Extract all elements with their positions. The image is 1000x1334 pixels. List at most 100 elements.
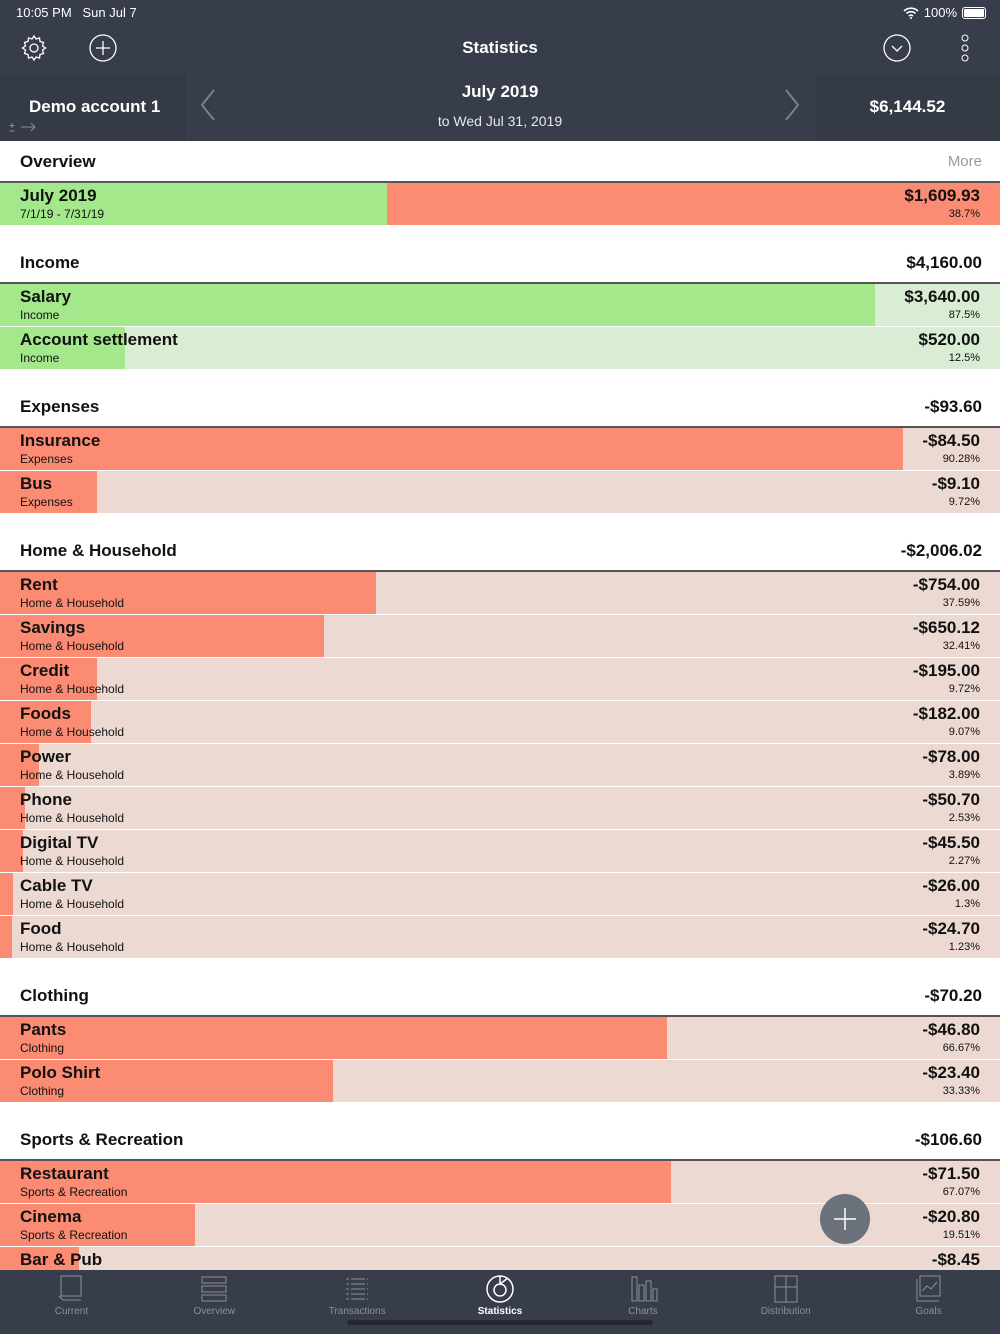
- item-amount: -$754.00: [912, 575, 980, 594]
- item-name: Salary: [20, 287, 72, 306]
- tab-label: Distribution: [760, 1306, 811, 1317]
- item-name: Pants: [20, 1020, 67, 1039]
- item-category: Home & Household: [20, 854, 125, 868]
- list-item[interactable]: Restaurant Sports & Recreation -$71.50 6…: [0, 1161, 1000, 1204]
- item-category: Home & Household: [20, 725, 125, 739]
- list-item[interactable]: Savings Home & Household -$650.12 32.41%: [0, 615, 1000, 658]
- item-amount: -$23.40: [922, 1063, 980, 1082]
- item-amount: -$71.50: [922, 1164, 980, 1183]
- list-item[interactable]: Salary Income $3,640.00 87.5%: [0, 284, 1000, 327]
- item-name: Digital TV: [20, 833, 99, 852]
- section-header: Sports & Recreation -$106.60: [0, 1103, 1000, 1161]
- item-category: Income: [20, 308, 60, 322]
- chevron-down-circle-icon[interactable]: [882, 33, 912, 63]
- item-category: Home & Household: [20, 811, 125, 825]
- list-item[interactable]: Bar & Pub Sports & Recreation -$8.45 7.9…: [0, 1247, 1000, 1270]
- proportion-bar: [0, 471, 98, 513]
- top-bar: 10:05 PM Sun Jul 7 100% Statistics Demo …: [0, 0, 1000, 141]
- section-total: -$93.60: [924, 397, 982, 416]
- item-name: Foods: [20, 704, 71, 723]
- statistics-list[interactable]: Overview More July 2019 7/1/19 - 7/31/19 …: [0, 141, 1000, 1270]
- status-time: 10:05 PM Sun Jul 7: [16, 5, 137, 20]
- list-item[interactable]: Rent Home & Household -$754.00 37.59%: [0, 572, 1000, 615]
- tab-charts[interactable]: Charts: [571, 1270, 714, 1334]
- tab-label: Transactions: [328, 1306, 386, 1317]
- period-selector[interactable]: July 2019 to Wed Jul 31, 2019: [300, 82, 700, 130]
- proportion-bar: [0, 787, 26, 829]
- item-percent: 12.5%: [948, 352, 980, 364]
- item-category: Clothing: [20, 1084, 65, 1098]
- tab-overview[interactable]: Overview: [143, 1270, 286, 1334]
- list-item[interactable]: Credit Home & Household -$195.00 9.72%: [0, 658, 1000, 701]
- item-amount: $1,609.93: [904, 186, 980, 205]
- item-name: Phone: [20, 790, 72, 809]
- item-name: Credit: [20, 661, 70, 680]
- item-percent: 2.53%: [948, 812, 980, 824]
- item-amount: -$182.00: [912, 704, 980, 723]
- item-percent: 1.23%: [948, 941, 980, 953]
- more-vertical-icon[interactable]: [955, 33, 975, 63]
- item-name: Bus: [20, 474, 53, 493]
- proportion-bar: [0, 658, 98, 700]
- add-icon[interactable]: [88, 33, 118, 63]
- item-percent: 3.89%: [948, 769, 980, 781]
- section-total: -$106.60: [914, 1130, 982, 1149]
- section-total: $4,160.00: [906, 253, 982, 272]
- list-item[interactable]: Polo Shirt Clothing -$23.40 33.33%: [0, 1060, 1000, 1103]
- prev-period-icon[interactable]: [198, 88, 218, 122]
- tab-statistics[interactable]: Statistics: [429, 1270, 572, 1334]
- wifi-icon: [903, 6, 919, 19]
- section-title: Expenses: [20, 397, 100, 416]
- next-period-icon[interactable]: [782, 88, 802, 122]
- item-amount: -$45.50: [922, 833, 980, 852]
- item-percent: 9.72%: [948, 683, 980, 695]
- statistics-icon: [429, 1274, 572, 1304]
- item-category: Sports & Recreation: [20, 1185, 128, 1199]
- tab-transactions[interactable]: Transactions: [286, 1270, 429, 1334]
- item-name: Rent: [20, 575, 58, 594]
- transfer-icon: [9, 122, 36, 132]
- page-title: Statistics: [462, 38, 538, 57]
- list-item[interactable]: Power Home & Household -$78.00 3.89%: [0, 744, 1000, 787]
- tab-label: Statistics: [477, 1306, 523, 1317]
- tab-goals[interactable]: Goals: [857, 1270, 1000, 1334]
- account-name: Demo account 1: [29, 97, 161, 116]
- list-icon: [286, 1274, 429, 1304]
- item-percent: 87.5%: [948, 309, 980, 321]
- item-amount: -$195.00: [912, 661, 980, 680]
- item-percent: 19.51%: [942, 1229, 980, 1241]
- item-category: Home & Household: [20, 639, 125, 653]
- list-item[interactable]: Food Home & Household -$24.70 1.23%: [0, 916, 1000, 959]
- list-item[interactable]: Insurance Expenses -$84.50 90.28%: [0, 428, 1000, 471]
- item-category: Income: [20, 351, 60, 365]
- list-item[interactable]: July 2019 7/1/19 - 7/31/19 $1,609.93 38.…: [0, 183, 1000, 226]
- list-item[interactable]: Cable TV Home & Household -$26.00 1.3%: [0, 873, 1000, 916]
- list-item[interactable]: Account settlement Income $520.00 12.5%: [0, 327, 1000, 370]
- proportion-bar: [0, 615, 325, 657]
- list-item[interactable]: Pants Clothing -$46.80 66.67%: [0, 1017, 1000, 1060]
- status-right: 100%: [903, 5, 986, 20]
- more-link[interactable]: More: [947, 153, 982, 170]
- item-name: July 2019: [20, 186, 97, 205]
- list-item[interactable]: Bus Expenses -$9.10 9.72%: [0, 471, 1000, 514]
- item-category: Clothing: [20, 1041, 65, 1055]
- item-name: Restaurant: [20, 1164, 109, 1183]
- section-header: Clothing -$70.20: [0, 959, 1000, 1017]
- tab-label: Charts: [628, 1306, 658, 1317]
- account-selector[interactable]: Demo account 1: [0, 74, 188, 141]
- section-header: Home & Household -$2,006.02: [0, 514, 1000, 572]
- tab-distribution[interactable]: Distribution: [714, 1270, 857, 1334]
- list-item[interactable]: Digital TV Home & Household -$45.50 2.27…: [0, 830, 1000, 873]
- gear-icon[interactable]: [18, 32, 50, 64]
- add-transaction-button[interactable]: [820, 1194, 870, 1244]
- section-header: Overview More: [0, 141, 1000, 183]
- list-item[interactable]: Phone Home & Household -$50.70 2.53%: [0, 787, 1000, 830]
- item-percent: 38.7%: [948, 208, 980, 220]
- item-category: 7/1/19 - 7/31/19: [20, 207, 105, 221]
- tab-current[interactable]: Current: [0, 1270, 143, 1334]
- section-title: Clothing: [20, 986, 89, 1005]
- plus-icon: [834, 1208, 856, 1230]
- item-amount: -$24.70: [922, 919, 980, 938]
- list-item[interactable]: Foods Home & Household -$182.00 9.07%: [0, 701, 1000, 744]
- proportion-bar: [0, 830, 23, 872]
